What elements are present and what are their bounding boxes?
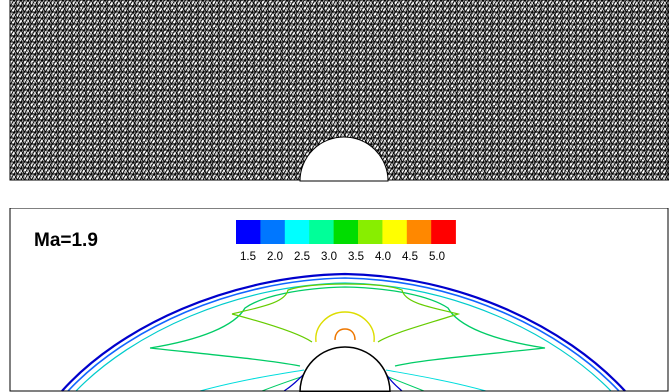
colorbar-swatch — [333, 220, 359, 244]
mach-title: Ma=1.9 — [34, 230, 98, 251]
contour-shock-outer — [61, 272, 626, 392]
contour-shock-mid — [67, 277, 620, 392]
contour-lime-band — [231, 283, 461, 343]
colorbar-ticks: 1.5 2.0 2.5 3.0 3.5 4.0 4.5 5.0 — [240, 251, 445, 263]
contour-yellow-core — [315, 311, 375, 343]
colorbar-tick-label: 4.5 — [402, 251, 418, 263]
contour-shock-inner — [75, 282, 612, 392]
colorbar-tick-label: 3.0 — [321, 251, 337, 263]
contour-fan-right — [385, 369, 487, 392]
mach-contour-plot: Ma=1.9 1.5 2.0 2.5 3.0 3.5 4.0 4.5 5.0 — [9, 208, 669, 392]
cylinder-body — [299, 346, 391, 392]
colorbar-swatch — [358, 220, 383, 244]
colorbar-tick-label: 3.5 — [348, 251, 364, 263]
colorbar-swatch — [284, 220, 310, 244]
contour-fan-left — [199, 369, 305, 392]
colorbar-tick-label: 4.0 — [375, 251, 391, 263]
colorbar-tick-label: 2.0 — [267, 251, 283, 263]
colorbar-swatch — [260, 220, 286, 244]
colorbar-swatch — [382, 220, 408, 244]
colorbar-swatch — [236, 220, 261, 244]
colorbar-tick-label: 5.0 — [429, 251, 445, 263]
colorbar — [236, 220, 456, 244]
colorbar-swatch — [406, 220, 432, 244]
contour-orange-core — [334, 328, 356, 341]
colorbar-swatch — [309, 220, 334, 244]
colorbar-tick-label: 2.5 — [294, 251, 310, 263]
mach-contour-lines — [61, 272, 626, 392]
cylinder-cutout — [299, 136, 389, 182]
mesh-panel — [0, 0, 669, 182]
mach-contour-panel: Ma=1.9 1.5 2.0 2.5 3.0 3.5 4.0 4.5 5.0 — [0, 208, 669, 392]
colorbar-tick-label: 1.5 — [240, 251, 256, 263]
triangular-mesh — [9, 0, 669, 182]
colorbar-swatch — [431, 220, 456, 244]
